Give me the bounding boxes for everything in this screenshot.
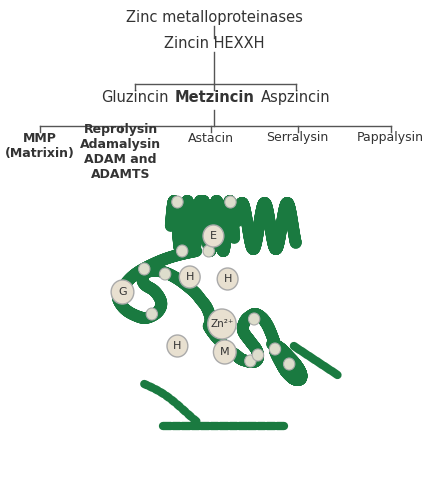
Text: H: H [186, 272, 194, 282]
Text: M: M [220, 347, 230, 357]
Text: G: G [118, 287, 127, 297]
Circle shape [172, 196, 183, 208]
Circle shape [284, 358, 295, 370]
Circle shape [139, 263, 150, 275]
Circle shape [208, 309, 236, 339]
Circle shape [167, 335, 188, 357]
Text: Serralysin: Serralysin [266, 131, 329, 145]
Circle shape [176, 245, 188, 257]
Circle shape [160, 268, 171, 280]
Text: E: E [210, 231, 217, 241]
Circle shape [203, 225, 224, 247]
Circle shape [225, 196, 236, 208]
Text: Astacin: Astacin [187, 131, 233, 145]
Text: H: H [173, 341, 181, 351]
Circle shape [248, 313, 260, 325]
Text: Metzincin: Metzincin [175, 90, 254, 106]
Circle shape [217, 268, 238, 290]
Text: Zinc metalloproteinases: Zinc metalloproteinases [126, 10, 303, 26]
Circle shape [269, 343, 281, 355]
Circle shape [252, 349, 263, 361]
Circle shape [213, 340, 236, 364]
Text: H: H [224, 274, 232, 284]
Text: Zn²⁺: Zn²⁺ [210, 319, 234, 329]
Text: Pappalysin: Pappalysin [357, 131, 424, 145]
Circle shape [203, 245, 214, 257]
Circle shape [179, 266, 200, 288]
Text: Zincin HEXXH: Zincin HEXXH [164, 37, 265, 51]
Text: Reprolysin
Adamalysin
ADAM and
ADAMTS: Reprolysin Adamalysin ADAM and ADAMTS [80, 123, 161, 181]
Text: Aspzincin: Aspzincin [261, 90, 331, 106]
Circle shape [245, 355, 256, 367]
Text: MMP
(Matrixin): MMP (Matrixin) [5, 132, 75, 160]
Circle shape [146, 308, 157, 320]
Circle shape [111, 280, 134, 304]
Text: Gluzincin: Gluzincin [101, 90, 169, 106]
